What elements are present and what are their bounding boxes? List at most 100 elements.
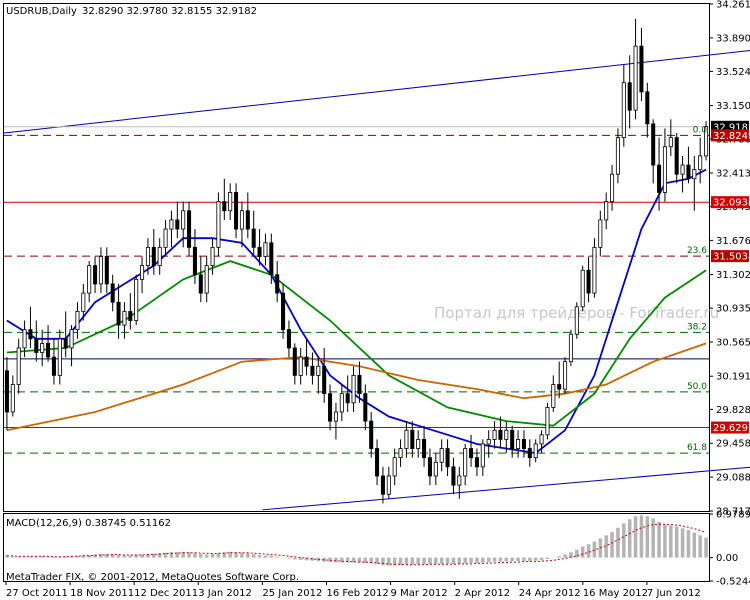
candle-body — [198, 274, 203, 294]
candle-body — [486, 438, 491, 445]
candle-body — [63, 338, 68, 349]
candle — [369, 411, 374, 458]
date-axis-tick-label: 24 Apr 2012 — [519, 588, 581, 599]
candle-body — [422, 438, 427, 459]
candle-body — [22, 329, 27, 349]
candle — [239, 201, 244, 248]
candle-body — [298, 356, 303, 376]
candle-body — [140, 265, 145, 280]
candle-body — [704, 126, 709, 157]
candle — [110, 274, 115, 312]
candle — [586, 256, 591, 303]
candle-body — [380, 475, 385, 495]
candle-body — [245, 210, 250, 230]
candle — [639, 27, 644, 102]
candle-body — [645, 91, 650, 125]
candle-body — [87, 265, 92, 294]
candle-body — [662, 146, 667, 193]
candle-body — [110, 283, 115, 303]
candle — [474, 448, 479, 476]
price-axis-tick-label: 34.2610 — [716, 0, 750, 11]
candle — [4, 357, 9, 431]
candle-body — [251, 228, 256, 248]
candle-body — [16, 347, 21, 385]
candle-body — [316, 365, 321, 376]
date-axis-tick-label: 18 Nov 2011 — [70, 588, 134, 599]
price-axis-tick-label: 29.0880 — [716, 473, 750, 484]
candle — [516, 430, 521, 458]
candle — [198, 256, 203, 303]
candle — [527, 439, 532, 467]
candle — [81, 283, 86, 321]
candle — [410, 421, 415, 458]
candle-body — [416, 438, 421, 449]
candle — [598, 210, 603, 257]
candle-body — [445, 448, 450, 468]
price-tag: 29.6297 — [711, 421, 750, 434]
candle — [351, 366, 356, 412]
candle-body — [557, 384, 562, 390]
candle-body — [492, 429, 497, 440]
candle — [69, 325, 74, 367]
date-axis-tick-label: 25 Jan 2012 — [262, 588, 322, 599]
candle — [545, 402, 550, 440]
candle-body — [539, 434, 544, 445]
candle-body — [310, 365, 315, 376]
candle-body — [651, 123, 656, 166]
candle-body — [181, 210, 186, 230]
candle-body — [269, 242, 274, 276]
candle — [486, 430, 491, 458]
chart-header-ohlc: 32.8290 32.9780 32.8155 32.9182 — [82, 6, 257, 17]
candle — [333, 402, 338, 440]
candle — [651, 119, 656, 184]
candle — [457, 466, 462, 499]
candle — [22, 320, 27, 358]
candle — [310, 352, 315, 385]
candle — [10, 375, 15, 417]
fibonacci-level-label: 38.2 — [687, 322, 707, 332]
candle-body — [610, 173, 615, 203]
candle — [604, 192, 609, 230]
macd-signal-line — [6, 523, 707, 566]
candle-body — [533, 443, 538, 459]
candle — [563, 357, 568, 394]
candle-body — [392, 457, 397, 477]
candle-body — [169, 219, 174, 230]
fibonacci-level-label: 23.6 — [687, 246, 707, 256]
macd-axis-tick-label: -0.52449 — [716, 577, 750, 588]
candle — [87, 261, 92, 303]
fibonacci-level-label: 61.8 — [687, 443, 707, 453]
candle-body — [192, 246, 197, 276]
candle-body — [580, 269, 585, 308]
candle — [157, 238, 162, 275]
price-axis-tick-label: 32.4130 — [716, 169, 750, 180]
candle-body — [521, 438, 526, 449]
date-axis-tick-label: 16 Feb 2012 — [326, 588, 388, 599]
candle — [375, 439, 380, 486]
candle — [680, 155, 685, 193]
candle — [257, 229, 262, 266]
candle-body — [10, 384, 15, 413]
candle — [633, 18, 638, 120]
candle — [504, 421, 509, 454]
candle — [204, 256, 209, 303]
candle — [445, 439, 450, 476]
candle — [187, 201, 192, 257]
candle-body — [474, 457, 479, 468]
candle-body — [592, 246, 597, 294]
candle-body — [128, 310, 133, 321]
candle-body — [404, 429, 409, 449]
trend-line — [262, 466, 750, 511]
candle — [621, 64, 626, 147]
macd-panel-frame — [3, 513, 710, 582]
candle-body — [28, 329, 33, 340]
candle — [704, 121, 709, 161]
candle-body — [369, 420, 374, 449]
candle — [192, 229, 197, 284]
candle-body — [633, 45, 638, 111]
candle — [539, 430, 544, 454]
price-axis-tick-label: 29.4580 — [716, 439, 750, 450]
candle — [668, 119, 673, 156]
price-tag-label: 32.8249 — [713, 131, 750, 142]
candle — [480, 439, 485, 476]
